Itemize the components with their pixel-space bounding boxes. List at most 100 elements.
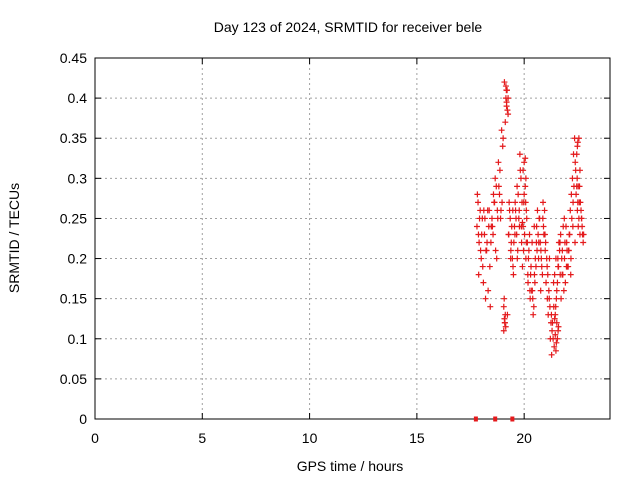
data-point <box>515 191 522 198</box>
data-points <box>473 79 587 422</box>
data-point <box>475 231 482 238</box>
data-point <box>505 111 512 118</box>
y-tick-label: 0.1 <box>68 331 88 347</box>
data-point <box>553 287 560 294</box>
data-point <box>499 199 506 206</box>
data-point <box>554 255 561 262</box>
data-point <box>542 247 549 254</box>
data-point <box>491 199 498 206</box>
data-point <box>521 159 528 166</box>
data-point <box>482 247 489 254</box>
data-point <box>561 255 568 262</box>
data-point <box>492 247 499 254</box>
data-point <box>484 239 491 246</box>
data-point <box>537 287 544 294</box>
data-point <box>500 135 507 142</box>
data-point <box>533 239 540 246</box>
y-tick-label: 0.15 <box>60 291 87 307</box>
data-point <box>558 295 565 302</box>
data-point <box>555 327 562 334</box>
zero-value-point <box>473 416 478 422</box>
data-point <box>535 231 542 238</box>
data-point <box>506 199 513 206</box>
data-point <box>575 183 582 190</box>
data-point <box>522 155 529 162</box>
data-point <box>525 279 532 286</box>
data-point <box>514 183 521 190</box>
data-point <box>514 247 521 254</box>
data-point <box>496 167 503 174</box>
data-point <box>572 239 579 246</box>
y-tick-label: 0.45 <box>60 50 87 66</box>
data-point <box>480 279 487 286</box>
data-point <box>557 239 564 246</box>
data-point <box>521 191 528 198</box>
data-point <box>544 263 551 270</box>
data-point <box>546 295 553 302</box>
data-point <box>480 207 487 214</box>
data-point <box>548 351 555 358</box>
data-point <box>496 191 503 198</box>
data-point <box>474 191 481 198</box>
data-point <box>578 215 585 222</box>
data-point <box>501 295 508 302</box>
data-point <box>522 175 529 182</box>
data-point <box>493 255 500 262</box>
data-point <box>488 215 495 222</box>
data-point <box>531 279 538 286</box>
data-point <box>549 327 556 334</box>
data-point <box>494 215 501 222</box>
data-point <box>502 119 509 126</box>
y-tick-label: 0.2 <box>68 251 88 267</box>
data-point <box>507 247 514 254</box>
data-point <box>513 215 520 222</box>
data-point <box>500 303 507 310</box>
data-point <box>523 207 530 214</box>
data-point <box>479 263 486 270</box>
data-point <box>560 287 567 294</box>
data-point <box>475 199 482 206</box>
data-point <box>477 247 484 254</box>
y-tick-label: 0.35 <box>60 130 87 146</box>
data-point <box>531 223 538 230</box>
data-point <box>522 255 529 262</box>
data-point <box>575 135 582 142</box>
data-point <box>512 199 519 206</box>
data-point <box>562 279 569 286</box>
data-point <box>552 347 559 354</box>
data-point <box>519 219 526 226</box>
y-tick-label: 0.05 <box>60 371 87 387</box>
data-point <box>534 207 541 214</box>
data-point <box>473 223 480 230</box>
x-axis-label: GPS time / hours <box>297 458 404 474</box>
data-point <box>540 199 547 206</box>
data-point <box>540 223 547 230</box>
data-point <box>505 95 512 102</box>
data-point <box>535 255 542 262</box>
data-point <box>539 215 546 222</box>
data-point <box>519 263 526 270</box>
data-point <box>503 99 510 106</box>
data-point <box>560 223 567 230</box>
data-point <box>528 263 535 270</box>
data-point <box>476 215 483 222</box>
data-point <box>518 223 525 230</box>
data-point <box>499 143 506 150</box>
y-axis-ticks: 0 0.05 0.1 0.15 0.2 0.25 0.3 0.35 0.4 0.45 <box>60 50 610 427</box>
data-point <box>523 215 530 222</box>
data-point <box>541 207 548 214</box>
data-point <box>576 199 583 206</box>
data-point <box>478 255 485 262</box>
data-point <box>526 287 533 294</box>
data-point <box>485 287 492 294</box>
data-point <box>544 271 551 278</box>
data-point <box>573 151 580 158</box>
data-point <box>573 191 580 198</box>
zero-value-point <box>493 416 498 422</box>
data-point <box>497 207 504 214</box>
data-point <box>552 331 559 338</box>
data-point <box>551 343 558 350</box>
data-point <box>490 191 497 198</box>
data-point <box>553 339 560 346</box>
data-point <box>567 207 574 214</box>
